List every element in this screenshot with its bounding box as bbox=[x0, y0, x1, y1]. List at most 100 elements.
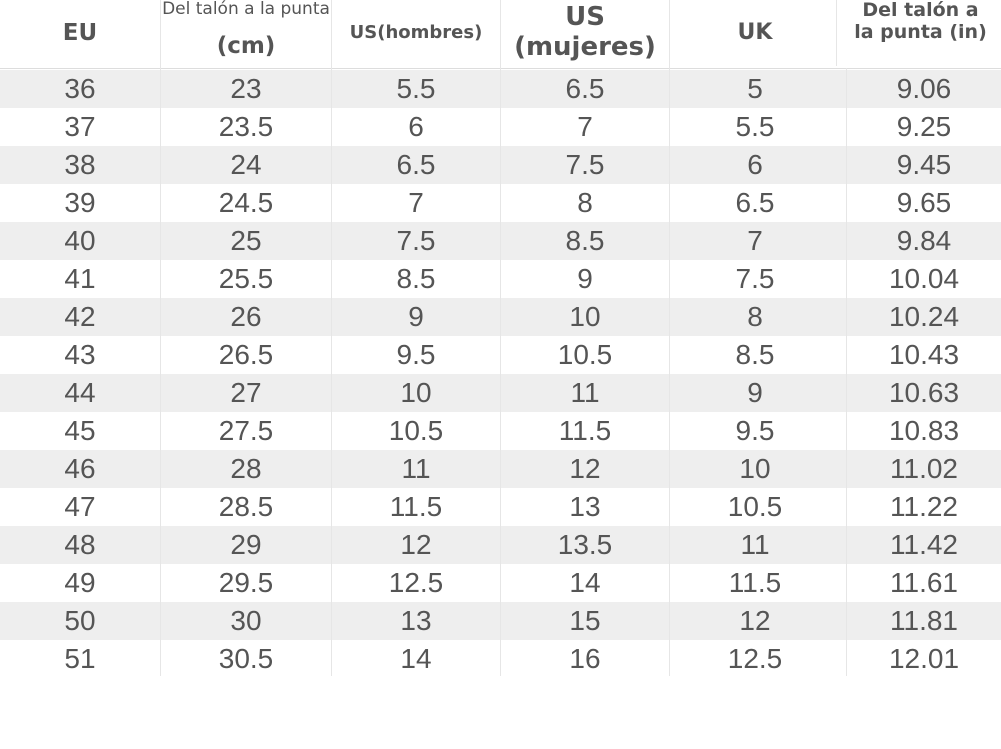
header-in-line1: Del talón a bbox=[862, 0, 979, 21]
cell-uk: 9 bbox=[747, 377, 763, 408]
cell-inch: 10.83 bbox=[888, 415, 960, 446]
cell-us-women: 7 bbox=[577, 111, 593, 142]
cell-inch: 9.25 bbox=[896, 111, 952, 142]
cell-cm: 27.5 bbox=[218, 415, 274, 446]
cell-us-men: 11 bbox=[401, 453, 431, 484]
cell-eu: 51 bbox=[64, 643, 96, 674]
header-cm-line2: (cm) bbox=[216, 33, 276, 59]
cell-us-women: 9 bbox=[577, 263, 593, 294]
cell-cm: 24.5 bbox=[218, 187, 274, 218]
cell-us-women: 16 bbox=[569, 643, 601, 674]
cell-us-women: 12 bbox=[569, 453, 601, 484]
cell-inch: 11.61 bbox=[890, 567, 958, 598]
cell-uk: 10 bbox=[739, 453, 771, 484]
cell-uk: 12.5 bbox=[727, 643, 783, 674]
cell-eu: 39 bbox=[64, 187, 96, 218]
cell-inch: 9.65 bbox=[896, 187, 952, 218]
cell-inch: 11.02 bbox=[890, 453, 958, 484]
cell-inch: 11.22 bbox=[890, 491, 958, 522]
cell-inch: 10.04 bbox=[888, 263, 960, 294]
cell-uk: 5 bbox=[747, 73, 763, 104]
column-divider bbox=[160, 0, 161, 676]
cell-us-women: 10.5 bbox=[557, 339, 613, 370]
cell-cm: 28.5 bbox=[218, 491, 274, 522]
cell-us-men: 10 bbox=[400, 377, 432, 408]
cell-uk: 12 bbox=[739, 605, 771, 636]
cell-uk: 11 bbox=[740, 529, 770, 560]
header-in-line2: la punta (in) bbox=[854, 21, 987, 43]
cell-us-men: 9.5 bbox=[396, 339, 436, 370]
cell-uk: 8 bbox=[747, 301, 763, 332]
cell-cm: 27 bbox=[230, 377, 262, 408]
cell-eu: 46 bbox=[64, 453, 96, 484]
cell-cm: 30.5 bbox=[218, 643, 274, 674]
cell-eu: 44 bbox=[64, 377, 96, 408]
cell-us-women: 13.5 bbox=[557, 529, 613, 560]
cell-us-men: 6.5 bbox=[396, 149, 436, 180]
cell-us-women: 11 bbox=[570, 377, 600, 408]
cell-uk: 8.5 bbox=[735, 339, 775, 370]
column-divider bbox=[836, 0, 837, 66]
cell-eu: 42 bbox=[64, 301, 96, 332]
cell-eu: 50 bbox=[64, 605, 96, 636]
cell-us-women: 11.5 bbox=[558, 415, 612, 446]
cell-cm: 30 bbox=[230, 605, 262, 636]
cell-eu: 45 bbox=[64, 415, 96, 446]
cell-us-men: 8.5 bbox=[396, 263, 436, 294]
cell-us-men: 12 bbox=[400, 529, 432, 560]
cell-uk: 11.5 bbox=[728, 567, 782, 598]
header-us-men: US(hombres) bbox=[349, 21, 483, 43]
cell-us-women: 6.5 bbox=[565, 73, 605, 104]
table-header: EU Del talón a la punta (cm) US(hombres)… bbox=[0, 0, 1001, 68]
cell-cm: 25.5 bbox=[218, 263, 274, 294]
cell-eu: 49 bbox=[64, 567, 96, 598]
cell-eu: 36 bbox=[64, 73, 96, 104]
cell-inch: 10.43 bbox=[888, 339, 960, 370]
cell-cm: 23.5 bbox=[218, 111, 274, 142]
cell-cm: 26.5 bbox=[218, 339, 274, 370]
cell-uk: 7 bbox=[747, 225, 763, 256]
header-heel-to-toe-cm: Del talón a la punta (cm) bbox=[160, 0, 332, 66]
cell-us-men: 5.5 bbox=[396, 73, 436, 104]
cell-inch: 12.01 bbox=[888, 643, 960, 674]
cell-uk: 6 bbox=[747, 149, 763, 180]
cell-eu: 40 bbox=[64, 225, 96, 256]
header-eu: EU bbox=[62, 19, 98, 46]
cell-eu: 41 bbox=[64, 263, 96, 294]
cell-inch: 10.24 bbox=[888, 301, 960, 332]
cell-us-women: 10 bbox=[569, 301, 601, 332]
cell-eu: 48 bbox=[64, 529, 96, 560]
cell-inch: 11.81 bbox=[890, 605, 958, 636]
cell-us-men: 7.5 bbox=[396, 225, 436, 256]
cell-us-women: 7.5 bbox=[565, 149, 605, 180]
cell-cm: 29.5 bbox=[218, 567, 274, 598]
cell-us-men: 13 bbox=[400, 605, 432, 636]
cell-cm: 25 bbox=[230, 225, 262, 256]
cell-us-women: 8.5 bbox=[565, 225, 605, 256]
cell-inch: 9.45 bbox=[896, 149, 952, 180]
cell-eu: 43 bbox=[64, 339, 96, 370]
cell-uk: 10.5 bbox=[727, 491, 783, 522]
cell-eu: 47 bbox=[64, 491, 96, 522]
column-divider bbox=[669, 0, 670, 676]
cell-uk: 5.5 bbox=[735, 111, 775, 142]
cell-us-men: 14 bbox=[400, 643, 432, 674]
cell-us-women: 15 bbox=[569, 605, 601, 636]
column-divider bbox=[500, 0, 501, 676]
cell-us-women: 13 bbox=[569, 491, 601, 522]
header-heel-to-toe-in: Del talón a la punta (in) bbox=[840, 0, 1001, 66]
cell-us-women: 8 bbox=[577, 187, 593, 218]
header-cm-line1: Del talón a la punta bbox=[162, 0, 330, 19]
header-uk: UK bbox=[737, 20, 773, 46]
cell-uk: 9.5 bbox=[735, 415, 775, 446]
cell-cm: 28 bbox=[230, 453, 262, 484]
cell-cm: 29 bbox=[230, 529, 262, 560]
header-us-women: US (mujeres) bbox=[514, 2, 656, 62]
cell-us-men: 6 bbox=[408, 111, 424, 142]
cell-us-men: 9 bbox=[408, 301, 424, 332]
cell-uk: 7.5 bbox=[735, 263, 775, 294]
cell-us-men: 10.5 bbox=[388, 415, 444, 446]
cell-cm: 26 bbox=[230, 301, 262, 332]
cell-inch: 10.63 bbox=[888, 377, 960, 408]
